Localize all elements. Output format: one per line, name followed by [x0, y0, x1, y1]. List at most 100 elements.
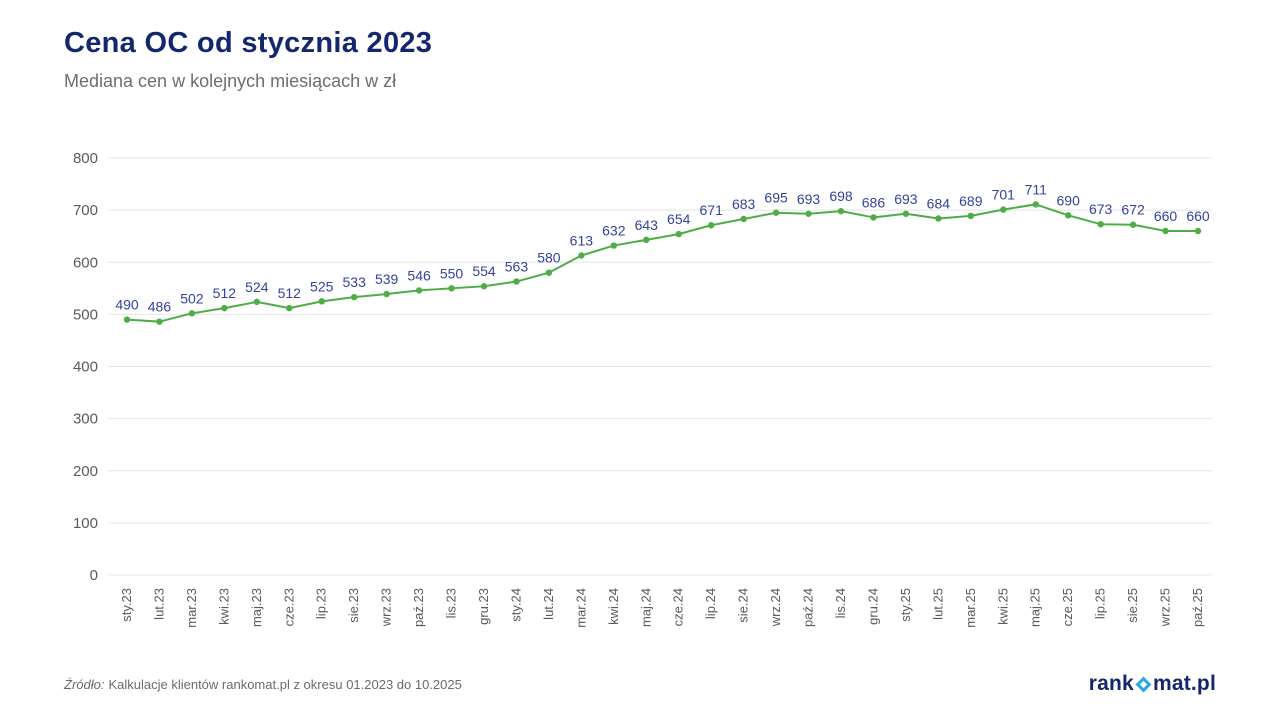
data-point: [1129, 221, 1137, 228]
x-axis-tick-label: lip.24: [703, 588, 718, 619]
chart-header: Cena OC od stycznia 2023 Mediana cen w k…: [64, 27, 432, 92]
data-point-label: 512: [213, 285, 237, 301]
source-label: Źródło:: [64, 676, 105, 692]
data-point: [578, 252, 585, 259]
data-point: [805, 210, 812, 217]
x-axis-tick-label: lip.23: [314, 588, 329, 619]
x-axis-tick-label: kwi.25: [995, 588, 1010, 625]
page-subtitle: Mediana cen w kolejnych miesiącach w zł: [64, 71, 397, 91]
y-axis-tick-label: 0: [90, 567, 98, 584]
data-point-label: 512: [278, 285, 302, 301]
x-axis-tick-label: paź.24: [801, 588, 816, 627]
data-point-label: 686: [862, 194, 886, 210]
data-point: [610, 242, 618, 249]
x-axis-tick-label: maj.25: [1028, 588, 1043, 627]
x-axis-tick-label: sie.24: [736, 588, 751, 623]
y-axis-tick-label: 200: [73, 463, 98, 480]
data-point-label: 672: [1121, 202, 1145, 218]
data-point-label: 539: [375, 271, 399, 287]
data-point-label: 684: [927, 195, 951, 211]
data-point-label: 632: [602, 223, 626, 239]
data-point-label: 643: [635, 217, 659, 233]
x-axis-tick-label: paź.23: [411, 588, 426, 627]
data-point-label: 525: [310, 278, 334, 294]
x-axis-tick-label: mar.25: [963, 588, 978, 628]
x-axis-tick-label: wrz.24: [768, 588, 783, 627]
y-axis-tick-label: 300: [73, 411, 98, 428]
data-point: [188, 310, 196, 317]
data-point-label: 693: [797, 191, 821, 207]
data-point-label: 693: [894, 191, 918, 207]
x-axis-tick-label: mar.24: [573, 588, 588, 628]
data-point: [870, 214, 877, 221]
data-point: [448, 285, 455, 292]
x-axis-tick-label: wrz.25: [1158, 588, 1173, 627]
data-point: [123, 316, 131, 323]
data-point-label: 533: [343, 274, 367, 290]
x-axis-tick-label: gru.24: [865, 588, 880, 625]
x-axis-tick-label: mar.23: [184, 588, 199, 628]
data-point: [1032, 201, 1039, 208]
line-chart: 0 100 200 300 400 500 600 700 800 sty.23 lut.23 mar…: [73, 150, 1212, 628]
x-axis-tick-label: lut.25: [930, 588, 945, 620]
data-point-label: 654: [667, 211, 691, 227]
x-axis-tick-label: paź.25: [1190, 588, 1205, 627]
data-point-label: 711: [1025, 181, 1048, 197]
chart-footer: Źródło: Kalkulacje klientów rankomat.pl z…: [64, 672, 1216, 696]
x-axis-tick-label: cze.23: [281, 588, 296, 626]
data-point-label: 690: [1057, 192, 1081, 208]
data-point-label: 563: [505, 259, 529, 275]
x-axis-tick-label: sty.25: [898, 588, 913, 622]
data-point: [837, 207, 845, 215]
series-line: [126, 203, 1199, 323]
x-axis-tick-label: sty.23: [119, 588, 134, 622]
data-point: [1000, 206, 1007, 213]
data-point: [902, 210, 910, 217]
data-point-label: 502: [180, 290, 204, 306]
y-axis-tick-label: 100: [73, 515, 98, 532]
y-axis-tick-label: 500: [73, 306, 98, 323]
x-axis-tick-label: lip.25: [1093, 588, 1108, 619]
x-axis-tick-label: maj.24: [638, 588, 653, 627]
data-point: [643, 236, 650, 244]
source-text: Kalkulacje klientów rankomat.pl z okresu…: [108, 676, 462, 692]
x-axis-tick-label: kwi.24: [606, 588, 621, 625]
data-point-label: 550: [440, 265, 464, 281]
data-point-label: 673: [1089, 201, 1113, 217]
data-point: [1064, 212, 1072, 219]
data-point: [286, 304, 293, 312]
data-point-label: 701: [992, 187, 1016, 203]
data-point: [675, 230, 682, 238]
data-point: [1194, 227, 1202, 235]
data-point: [740, 215, 747, 223]
data-point: [221, 304, 228, 312]
data-point-label: 660: [1154, 208, 1178, 224]
data-point-label: 698: [829, 188, 853, 204]
data-point-label: 613: [570, 232, 594, 248]
data-point: [415, 287, 423, 294]
x-axis-tick-label: sie.25: [1125, 588, 1140, 623]
data-point-label: 689: [959, 193, 983, 209]
data-point-label: 490: [115, 297, 139, 313]
data-point: [935, 215, 942, 222]
logo-diamond-icon: [1135, 676, 1152, 692]
data-point: [350, 293, 358, 301]
x-axis-tick-label: gru.23: [476, 588, 491, 625]
rankomat-logo: rank mat.pl: [1089, 672, 1216, 696]
x-axis-tick-label: cze.25: [1060, 588, 1075, 626]
source-note: Źródło: Kalkulacje klientów rankomat.pl z…: [64, 677, 462, 692]
x-axis-tick-label: lis.23: [444, 588, 459, 618]
y-axis-tick-label: 700: [73, 202, 98, 219]
data-point: [156, 318, 163, 325]
y-axis-tick-label: 800: [73, 150, 98, 167]
x-axis-tick-label: cze.24: [671, 588, 686, 626]
data-point: [545, 269, 553, 276]
data-point: [513, 278, 520, 285]
data-point-label: 683: [732, 196, 756, 212]
data-point-label: 695: [764, 190, 788, 206]
logo-text-prefix: rank: [1088, 672, 1134, 695]
data-point: [480, 283, 488, 290]
data-point: [772, 209, 780, 216]
data-point: [383, 290, 390, 298]
